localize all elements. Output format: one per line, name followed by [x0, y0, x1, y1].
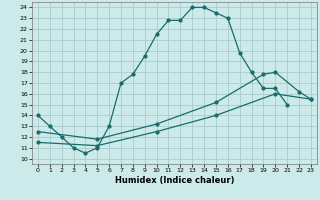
- X-axis label: Humidex (Indice chaleur): Humidex (Indice chaleur): [115, 176, 234, 185]
